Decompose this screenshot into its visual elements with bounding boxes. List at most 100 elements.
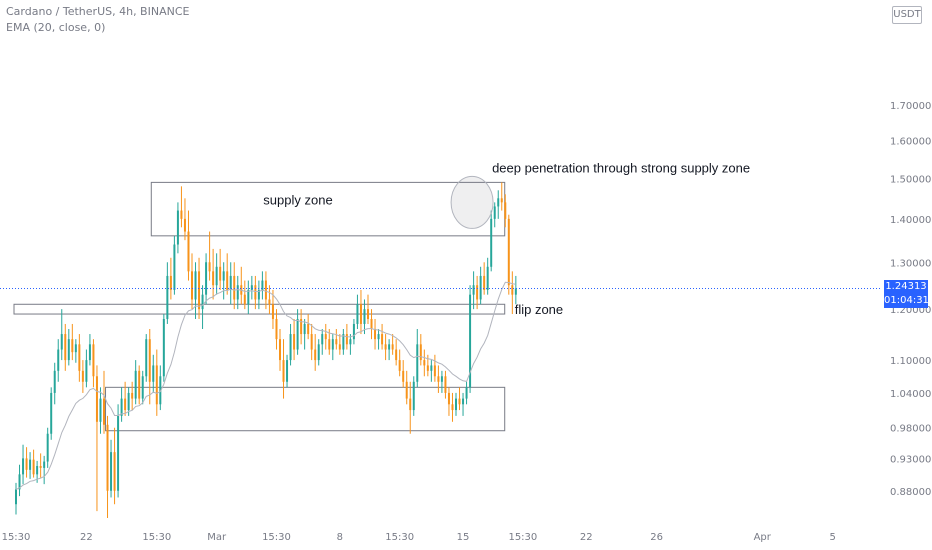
zone-box[interactable] [105,386,506,432]
candle-body [356,304,359,324]
candle-body [426,365,429,371]
candle-body [120,398,123,416]
candle-body [363,309,366,324]
time-tick-label: 15 [457,532,470,543]
time-axis[interactable]: 15:30 22 15:30 Mar 15:30 8 15:30 15 15:30 22 26 Apr… [2,532,836,543]
symbol-legend[interactable]: Cardano / TetherUS, 4h, BINANCE [6,5,190,18]
candle-body [95,376,98,422]
candle-body [106,424,109,491]
candle-body [271,304,274,319]
candle-body [32,459,35,475]
candle-body [219,266,222,281]
annotations[interactable]: deep penetration through strong supply z… [450,160,750,229]
candle-body [43,461,46,468]
candle-body [391,344,394,350]
candle-body [233,275,236,300]
ema-line [15,281,516,490]
candle-body [257,289,260,300]
candle-body [289,334,292,361]
candle-body [374,328,377,340]
candle-body [180,210,183,219]
candle-body [159,376,162,405]
candle-body [384,344,387,350]
candle-body [46,433,49,462]
candle-body [430,365,433,371]
candle-body [388,344,391,350]
candle-body [451,404,454,411]
candle-body [110,452,113,491]
candle-body [74,344,77,353]
candle-body [314,349,317,361]
candle-body [367,309,369,319]
candle-body [303,323,306,335]
indicator-legend[interactable]: EMA (20, close, 0) [6,21,106,34]
price-tick-label: 1.40000 [890,215,931,226]
candle-body [117,415,120,491]
candle-body [15,489,17,505]
candle-body [39,466,42,468]
candle-body [437,376,440,382]
zone-label[interactable]: flip zone [515,302,563,317]
candle-body [166,275,169,319]
candle-body [71,339,74,353]
time-tick-label: 26 [650,532,663,543]
candle-body [152,365,155,382]
candle-body [419,344,422,361]
highlight-ellipse[interactable] [450,175,494,229]
candle-body [455,398,457,411]
candle-body [486,266,489,290]
candle-body [81,370,84,382]
candle-body [317,344,320,361]
candle-body [127,392,130,411]
candle-body [398,360,401,371]
candle-body [53,370,56,393]
price-tick-label: 1.04000 [890,389,931,400]
time-tick-label: Apr [754,532,772,543]
price-axis[interactable]: 1.70000 1.60000 1.50000 1.40000 1.30000 1.200… [890,101,931,498]
candle-body [145,339,148,377]
annotation-text[interactable]: deep penetration through strong supply z… [492,160,750,175]
candle-body [124,398,127,411]
candle-body [440,376,443,382]
candle-body [507,218,510,286]
candle-body [321,334,324,345]
candle-body [416,344,419,382]
time-tick-label: 15:30 [262,532,291,543]
candle-body [194,271,197,300]
candle-body [282,360,285,382]
time-tick-label: 15:30 [2,532,31,543]
currency-button[interactable]: USDT [892,6,922,24]
candlestick-series [15,182,517,518]
zone-label[interactable]: supply zone [263,192,332,207]
candle-body [215,266,218,286]
candle-body [36,466,39,475]
candle-body [162,318,165,377]
price-tick-label: 1.70000 [890,101,931,112]
candle-body [169,275,172,290]
candle-body [423,360,426,366]
candle-body [29,459,32,470]
zone-boxes[interactable]: supply zone flip zone [13,181,563,432]
candle-body [447,392,450,405]
candle-body [462,398,465,405]
candle-body [331,339,334,350]
candle-body [275,318,278,340]
candle-body [198,271,201,310]
candle-body [50,392,53,434]
candle-body [465,387,468,399]
time-tick-label: 15:30 [142,532,171,543]
time-tick-label: 22 [580,532,593,543]
candle-body [395,349,398,361]
candle-body [141,376,144,399]
candle-body [25,458,28,470]
candle-body [310,334,313,350]
candle-body [405,381,408,399]
candle-body [479,275,482,300]
candle-body [261,280,264,290]
candle-body [222,271,225,281]
candle-body [134,370,137,399]
candle-body [103,398,105,425]
candle-body [92,344,95,377]
price-tick-label: 0.88000 [890,487,931,498]
